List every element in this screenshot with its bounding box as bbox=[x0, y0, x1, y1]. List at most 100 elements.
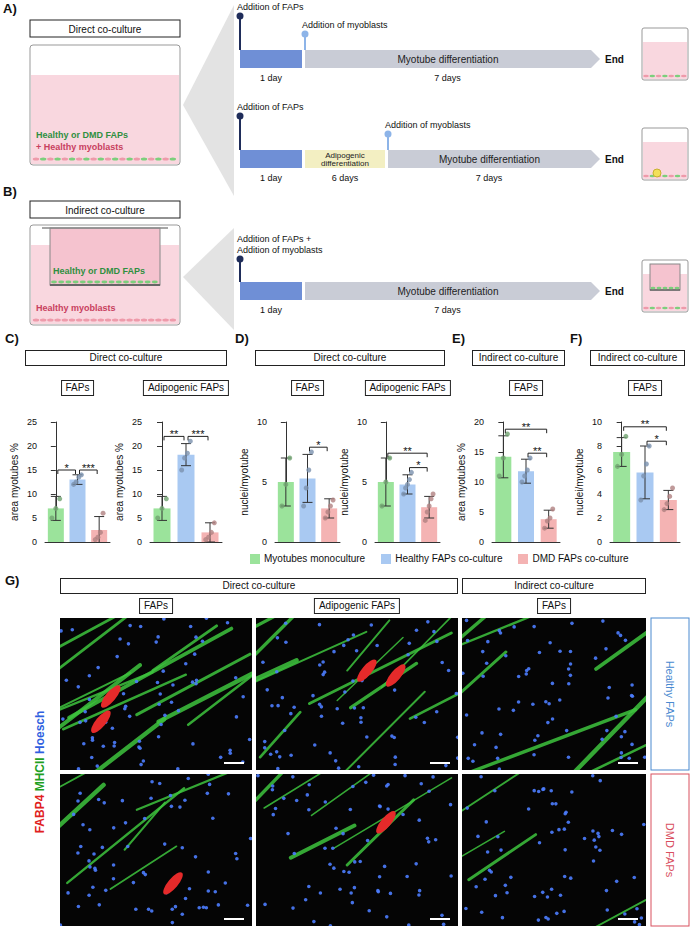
svg-text:6: 6 bbox=[597, 465, 602, 475]
svg-text:Addition of FAPs: Addition of FAPs bbox=[237, 2, 304, 12]
svg-text:*: * bbox=[65, 462, 70, 474]
html-text:F): F) bbox=[570, 331, 583, 346]
svg-text:Addition of myoblasts: Addition of myoblasts bbox=[302, 20, 388, 30]
html-text:E): E) bbox=[452, 331, 465, 346]
svg-text:*: * bbox=[316, 439, 321, 451]
svg-text:0: 0 bbox=[362, 537, 367, 547]
svg-text:*: * bbox=[416, 459, 421, 471]
svg-text:1 day: 1 day bbox=[260, 305, 283, 315]
html-text:Adipogenic FAPs: Adipogenic FAPs bbox=[369, 382, 446, 393]
svg-text:Addition of myoblasts: Addition of myoblasts bbox=[237, 245, 323, 255]
html-text:G): G) bbox=[5, 573, 20, 588]
svg-text:5: 5 bbox=[362, 477, 367, 487]
html-text:Direct co-culture: Direct co-culture bbox=[313, 352, 387, 363]
svg-text:+ Healthy myoblasts: + Healthy myoblasts bbox=[36, 142, 123, 152]
svg-text:25: 25 bbox=[27, 417, 37, 427]
svg-text:4: 4 bbox=[597, 489, 602, 499]
svg-text:0: 0 bbox=[479, 537, 484, 547]
html-text:Myotubes monoculture: Myotubes monoculture bbox=[264, 553, 366, 564]
svg-text:8: 8 bbox=[597, 441, 602, 451]
svg-text:**: ** bbox=[403, 445, 412, 457]
html-text:DMD FAPs co-culture: DMD FAPs co-culture bbox=[532, 553, 629, 564]
svg-text:Myotube differentiation: Myotube differentiation bbox=[398, 54, 499, 65]
svg-text:10: 10 bbox=[357, 417, 367, 427]
svg-text:Healthy or DMD FAPs: Healthy or DMD FAPs bbox=[36, 130, 128, 140]
svg-text:5: 5 bbox=[137, 513, 142, 523]
svg-text:A): A) bbox=[3, 1, 17, 16]
svg-text:End: End bbox=[605, 54, 624, 65]
html-text:D): D) bbox=[235, 331, 249, 346]
svg-text:7 days: 7 days bbox=[434, 73, 461, 83]
svg-text:Healthy myoblasts: Healthy myoblasts bbox=[36, 303, 116, 313]
svg-text:Indirect co-culture: Indirect co-culture bbox=[65, 205, 145, 216]
svg-text:Addition of FAPs +: Addition of FAPs + bbox=[237, 234, 311, 244]
svg-text:Myotube differentiation: Myotube differentiation bbox=[398, 286, 499, 297]
html-text:Indirect co-culture: Indirect co-culture bbox=[597, 352, 678, 363]
svg-text:15: 15 bbox=[474, 447, 484, 457]
html-text:FAPs: FAPs bbox=[633, 382, 657, 393]
html-text:Healthy FAPs co-culture: Healthy FAPs co-culture bbox=[395, 553, 503, 564]
svg-text:2: 2 bbox=[597, 513, 602, 523]
svg-text:differentiation: differentiation bbox=[321, 159, 369, 168]
svg-text:FABP4 MHCII Hoesch: FABP4 MHCII Hoesch bbox=[33, 711, 47, 834]
svg-text:25: 25 bbox=[132, 417, 142, 427]
svg-text:**: ** bbox=[170, 428, 179, 440]
svg-text:10: 10 bbox=[27, 489, 37, 499]
svg-text:1 day: 1 day bbox=[260, 173, 283, 183]
svg-text:20: 20 bbox=[474, 417, 484, 427]
svg-text:nuclei/myotube: nuclei/myotube bbox=[574, 448, 585, 516]
svg-text:Addition of myoblasts: Addition of myoblasts bbox=[385, 120, 471, 130]
html-text:Direct co-culture: Direct co-culture bbox=[222, 580, 296, 591]
svg-text:0: 0 bbox=[262, 537, 267, 547]
svg-text:*: * bbox=[655, 433, 660, 445]
html-text:FAPs: FAPs bbox=[295, 382, 320, 393]
svg-text:End: End bbox=[605, 154, 624, 165]
svg-text:15: 15 bbox=[132, 465, 142, 475]
svg-text:End: End bbox=[605, 286, 624, 297]
html-text:Adipogenic FAPs: Adipogenic FAPs bbox=[318, 600, 396, 611]
svg-text:0: 0 bbox=[32, 537, 37, 547]
svg-text:10: 10 bbox=[132, 489, 142, 499]
svg-text:10: 10 bbox=[474, 477, 484, 487]
svg-text:15: 15 bbox=[27, 465, 37, 475]
svg-text:DMD FAPs: DMD FAPs bbox=[664, 823, 676, 878]
svg-text:0: 0 bbox=[597, 537, 602, 547]
svg-text:area myotubes %: area myotubes % bbox=[114, 443, 125, 521]
html-text:Indirect co-culture: Indirect co-culture bbox=[514, 580, 594, 591]
svg-text:5: 5 bbox=[32, 513, 37, 523]
svg-text:10: 10 bbox=[592, 417, 602, 427]
svg-text:Direct co-culture: Direct co-culture bbox=[69, 24, 142, 35]
svg-text:10: 10 bbox=[257, 417, 267, 427]
html-text:FAPs: FAPs bbox=[144, 600, 168, 611]
html-text:C): C) bbox=[5, 331, 19, 346]
svg-text:20: 20 bbox=[27, 441, 37, 451]
svg-text:1 day: 1 day bbox=[260, 73, 283, 83]
html-text:Adipogenic FAPs: Adipogenic FAPs bbox=[147, 382, 225, 393]
svg-text:**: ** bbox=[641, 418, 650, 430]
svg-text:***: *** bbox=[192, 428, 206, 440]
svg-text:Myotube differentiation: Myotube differentiation bbox=[439, 154, 540, 165]
svg-text:Healthy or DMD FAPs: Healthy or DMD FAPs bbox=[53, 266, 145, 276]
svg-text:6 days: 6 days bbox=[332, 173, 359, 183]
svg-text:**: ** bbox=[533, 445, 542, 457]
svg-text:nuclei/myotube: nuclei/myotube bbox=[339, 448, 350, 516]
html-text:Indirect co-culture: Indirect co-culture bbox=[478, 352, 559, 363]
svg-text:nuclei/myotube: nuclei/myotube bbox=[239, 448, 250, 516]
svg-text:Healthy FAPs: Healthy FAPs bbox=[664, 661, 676, 728]
svg-text:7 days: 7 days bbox=[476, 173, 503, 183]
svg-text:7 days: 7 days bbox=[434, 305, 461, 315]
svg-text:B): B) bbox=[3, 184, 17, 199]
svg-text:5: 5 bbox=[479, 507, 484, 517]
svg-text:***: *** bbox=[82, 462, 96, 474]
svg-text:**: ** bbox=[522, 421, 531, 433]
svg-text:5: 5 bbox=[262, 477, 267, 487]
svg-text:Addition of FAPs: Addition of FAPs bbox=[237, 102, 304, 112]
svg-text:20: 20 bbox=[132, 441, 142, 451]
html-text:FAPs: FAPs bbox=[514, 382, 538, 393]
html-text:FAPs: FAPs bbox=[542, 600, 566, 611]
html-text:Direct co-culture: Direct co-culture bbox=[89, 352, 163, 363]
svg-text:area myotubes %: area myotubes % bbox=[9, 443, 20, 521]
svg-text:area myotubes %: area myotubes % bbox=[456, 443, 467, 521]
html-text:FAPs: FAPs bbox=[65, 382, 90, 393]
svg-text:0: 0 bbox=[137, 537, 142, 547]
